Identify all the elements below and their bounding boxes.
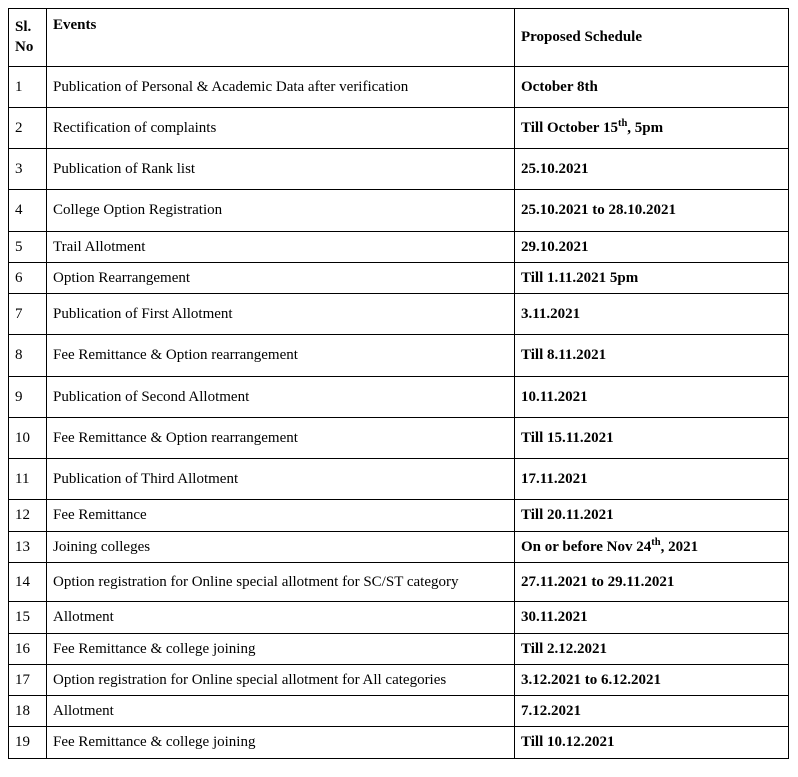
cell-event: Fee Remittance & Option rearrangement (47, 335, 515, 376)
table-row: 18Allotment7.12.2021 (9, 696, 789, 727)
cell-schedule: October 8th (515, 66, 789, 107)
col-header-slno-line1: Sl. (15, 19, 31, 35)
cell-slno: 18 (9, 696, 47, 727)
cell-event: Publication of Third Allotment (47, 459, 515, 500)
cell-schedule: 27.11.2021 to 29.11.2021 (515, 562, 789, 602)
table-row: 17Option registration for Online special… (9, 664, 789, 695)
cell-slno: 16 (9, 633, 47, 664)
cell-schedule: Till 10.12.2021 (515, 727, 789, 758)
cell-event: Allotment (47, 602, 515, 633)
table-row: 2Rectification of complaintsTill October… (9, 107, 789, 148)
cell-slno: 8 (9, 335, 47, 376)
cell-schedule: On or before Nov 24th, 2021 (515, 531, 789, 562)
col-header-schedule: Proposed Schedule (515, 9, 789, 67)
table-row: 3Publication of Rank list25.10.2021 (9, 149, 789, 190)
cell-event: Fee Remittance & Option rearrangement (47, 417, 515, 458)
table-row: 6Option RearrangementTill 1.11.2021 5pm (9, 262, 789, 293)
cell-slno: 2 (9, 107, 47, 148)
cell-event: Joining colleges (47, 531, 515, 562)
table-row: 5Trail Allotment29.10.2021 (9, 231, 789, 262)
cell-schedule: 3.12.2021 to 6.12.2021 (515, 664, 789, 695)
cell-slno: 12 (9, 500, 47, 531)
cell-event: Publication of Personal & Academic Data … (47, 66, 515, 107)
table-row: 15Allotment30.11.2021 (9, 602, 789, 633)
cell-schedule: Till 20.11.2021 (515, 500, 789, 531)
cell-schedule: 7.12.2021 (515, 696, 789, 727)
cell-schedule: 10.11.2021 (515, 376, 789, 417)
cell-event: Allotment (47, 696, 515, 727)
cell-event: Fee Remittance & college joining (47, 727, 515, 758)
cell-schedule: Till 2.12.2021 (515, 633, 789, 664)
table-row: 12Fee RemittanceTill 20.11.2021 (9, 500, 789, 531)
cell-event: Rectification of complaints (47, 107, 515, 148)
cell-schedule: Till October 15th, 5pm (515, 107, 789, 148)
table-row: 11Publication of Third Allotment17.11.20… (9, 459, 789, 500)
cell-slno: 14 (9, 562, 47, 602)
cell-schedule: 29.10.2021 (515, 231, 789, 262)
col-header-slno: Sl. No (9, 9, 47, 67)
cell-event: Trail Allotment (47, 231, 515, 262)
cell-event: Publication of Second Allotment (47, 376, 515, 417)
cell-schedule: Till 8.11.2021 (515, 335, 789, 376)
cell-schedule: 25.10.2021 to 28.10.2021 (515, 190, 789, 231)
table-row: 10Fee Remittance & Option rearrangementT… (9, 417, 789, 458)
col-header-slno-line2: No (15, 39, 33, 55)
cell-slno: 13 (9, 531, 47, 562)
cell-schedule: 3.11.2021 (515, 294, 789, 335)
cell-schedule: 17.11.2021 (515, 459, 789, 500)
col-header-events: Events (47, 9, 515, 67)
table-header-row: Sl. No Events Proposed Schedule (9, 9, 789, 67)
cell-slno: 1 (9, 66, 47, 107)
cell-event: College Option Registration (47, 190, 515, 231)
table-row: 7Publication of First Allotment3.11.2021 (9, 294, 789, 335)
cell-event: Fee Remittance (47, 500, 515, 531)
table-row: 1Publication of Personal & Academic Data… (9, 66, 789, 107)
cell-event: Option registration for Online special a… (47, 664, 515, 695)
cell-slno: 6 (9, 262, 47, 293)
cell-slno: 3 (9, 149, 47, 190)
cell-slno: 7 (9, 294, 47, 335)
table-row: 8Fee Remittance & Option rearrangementTi… (9, 335, 789, 376)
cell-slno: 5 (9, 231, 47, 262)
schedule-table: Sl. No Events Proposed Schedule 1Publica… (8, 8, 789, 759)
cell-slno: 17 (9, 664, 47, 695)
cell-event: Publication of Rank list (47, 149, 515, 190)
cell-event: Publication of First Allotment (47, 294, 515, 335)
cell-slno: 10 (9, 417, 47, 458)
cell-schedule: Till 1.11.2021 5pm (515, 262, 789, 293)
cell-event: Option Rearrangement (47, 262, 515, 293)
cell-slno: 19 (9, 727, 47, 758)
table-row: 19Fee Remittance & college joiningTill 1… (9, 727, 789, 758)
cell-slno: 9 (9, 376, 47, 417)
table-row: 4College Option Registration25.10.2021 t… (9, 190, 789, 231)
table-row: 9Publication of Second Allotment10.11.20… (9, 376, 789, 417)
cell-slno: 15 (9, 602, 47, 633)
cell-schedule: Till 15.11.2021 (515, 417, 789, 458)
table-row: 16Fee Remittance & college joiningTill 2… (9, 633, 789, 664)
table-body: 1Publication of Personal & Academic Data… (9, 66, 789, 758)
cell-schedule: 25.10.2021 (515, 149, 789, 190)
cell-event: Option registration for Online special a… (47, 562, 515, 602)
cell-schedule: 30.11.2021 (515, 602, 789, 633)
cell-event: Fee Remittance & college joining (47, 633, 515, 664)
cell-slno: 4 (9, 190, 47, 231)
cell-slno: 11 (9, 459, 47, 500)
table-row: 13Joining collegesOn or before Nov 24th,… (9, 531, 789, 562)
table-row: 14Option registration for Online special… (9, 562, 789, 602)
